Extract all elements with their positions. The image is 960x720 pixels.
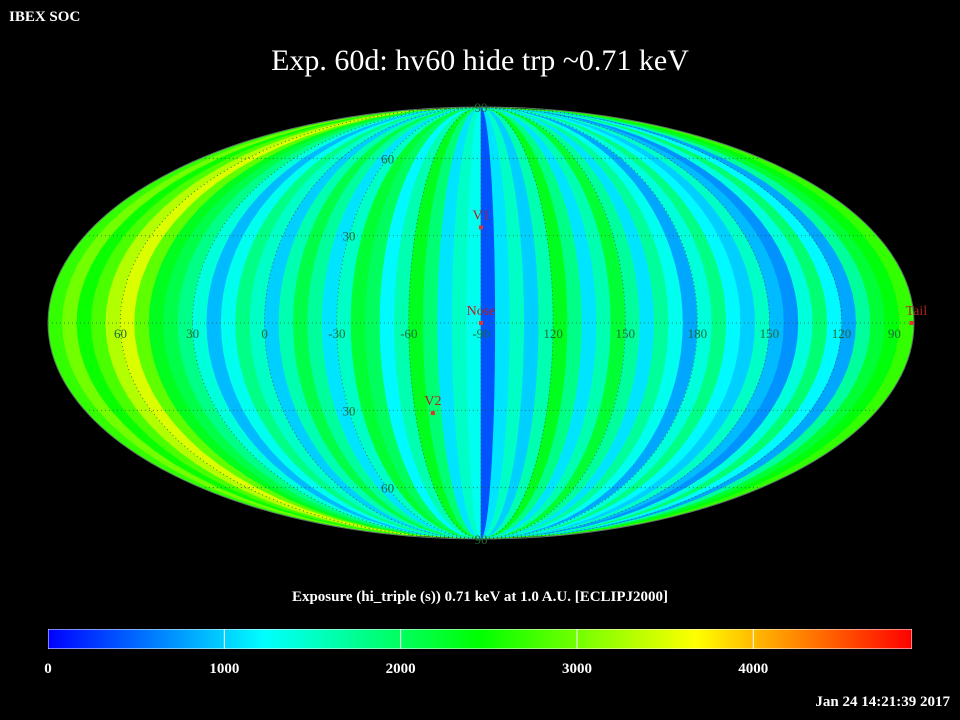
longitude-label: -30 [328, 326, 345, 341]
marker-label: Tail [906, 304, 928, 319]
longitude-line [480, 107, 554, 539]
colorbar-title: Exposure (hi_triple (s)) 0.71 keV at 1.0… [291, 589, 669, 605]
longitude-label: 120 [543, 326, 563, 341]
latitude-label: 60 [381, 151, 394, 166]
longitude-label: -60 [400, 326, 417, 341]
chart-title: Exp. 60d: hv60 hide trp ~0.71 keV [271, 44, 689, 77]
corner-label: IBEX SOC [9, 9, 81, 25]
latitude-labels: 90 60 30 30 60 90 [342, 100, 487, 547]
marker-label: Nose [467, 304, 496, 319]
colorbar-tick-label: 3000 [561, 661, 592, 677]
marker-dot [479, 225, 483, 230]
map-outline [47, 106, 915, 540]
longitude-label: 180 [688, 326, 708, 341]
longitude-label: 150 [615, 326, 635, 341]
graticule [48, 107, 914, 539]
longitude-label: 90 [888, 326, 901, 341]
longitude-line [480, 107, 843, 539]
longitude-line [191, 107, 482, 539]
colorbar [48, 629, 912, 649]
colorbar-tick-label: 1000 [209, 661, 240, 677]
longitude-line [480, 107, 698, 539]
longitude-line [119, 107, 482, 539]
longitude-label: 30 [186, 326, 199, 341]
longitude-labels: 60 30 0 -30 -60 -90 120 150 180 150 120 90 [114, 326, 901, 341]
colorbar-gradient [48, 629, 912, 649]
longitude-line [480, 107, 771, 539]
marker-dot [430, 411, 435, 416]
markers: V1 Nose V2 Tail [424, 208, 928, 416]
longitude-label: -90 [472, 326, 489, 341]
marker-label: V2 [424, 394, 441, 409]
longitude-label: 150 [760, 326, 780, 341]
exposure-strips [48, 107, 914, 539]
marker-dot [479, 321, 483, 325]
timestamp: Jan 24 14:21:39 2017 [815, 694, 950, 710]
marker-dot [909, 321, 914, 325]
longitude-label: 120 [832, 326, 852, 341]
longitude-line [264, 107, 482, 539]
colorbar-tick-label: 0 [44, 661, 52, 677]
latitude-label: 90 [475, 100, 488, 115]
marker-label: V1 [472, 208, 489, 223]
latitude-label: 60 [381, 481, 394, 496]
longitude-label: 0 [261, 326, 268, 341]
longitude-line [408, 107, 482, 539]
latitude-label: 90 [475, 532, 488, 547]
latitude-label: 30 [342, 229, 355, 244]
latitude-label: 30 [342, 403, 355, 418]
longitude-label: 60 [114, 326, 127, 341]
colorbar-tick-label: 2000 [385, 661, 416, 677]
colorbar-tick-label: 4000 [738, 661, 769, 677]
